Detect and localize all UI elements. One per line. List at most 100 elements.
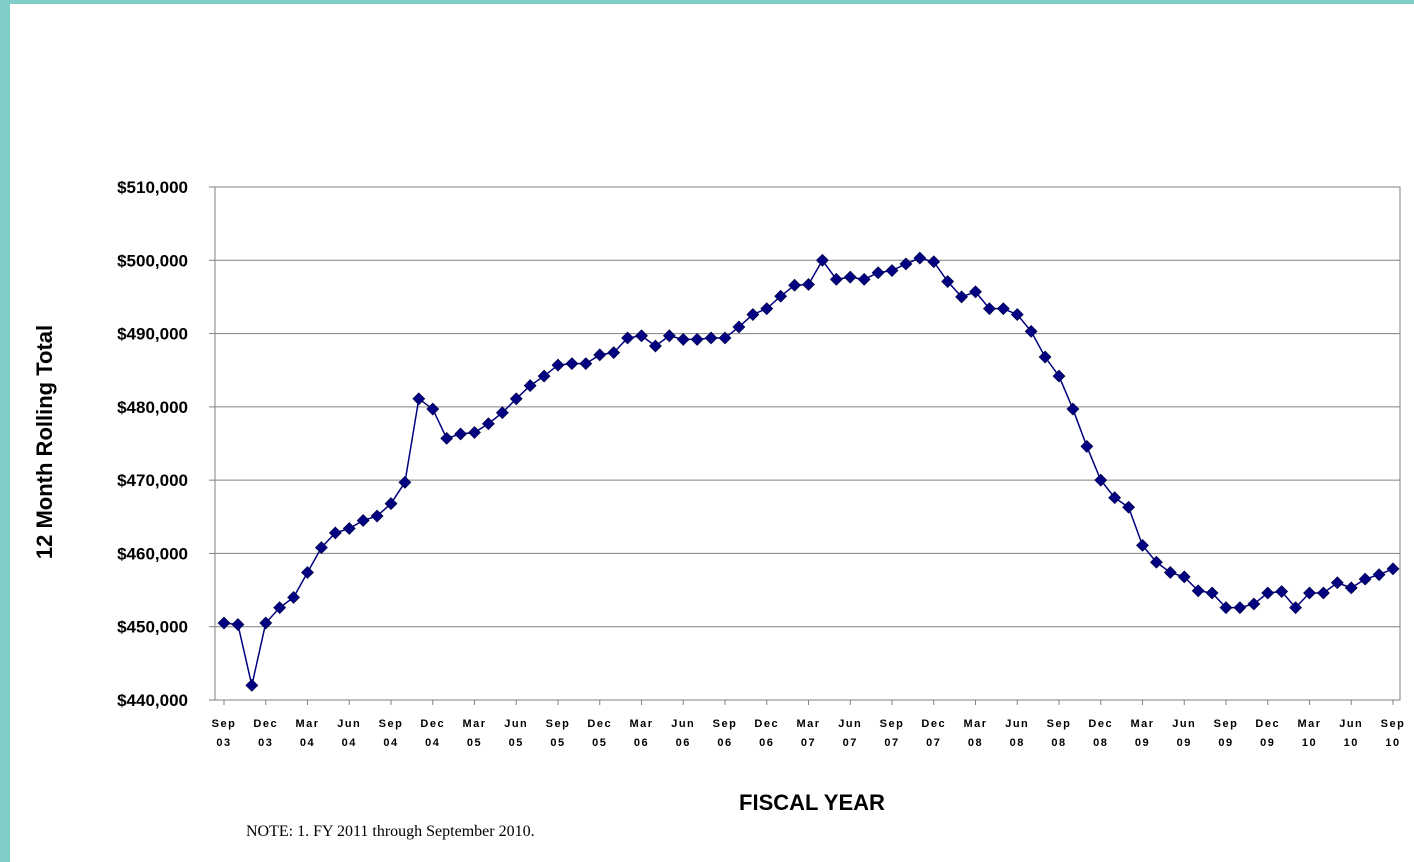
data-point: [913, 251, 927, 265]
x-tick-label-year: 09: [1260, 737, 1275, 749]
x-tick-label-month: Sep: [212, 718, 237, 730]
x-tick-label-month: Sep: [713, 718, 738, 730]
x-tick-label-year: 10: [1385, 737, 1400, 749]
x-tick-label-year: 08: [968, 737, 983, 749]
data-point: [328, 526, 342, 540]
data-point: [593, 348, 607, 362]
x-tick-label-month: Sep: [1047, 718, 1072, 730]
data-point: [1386, 562, 1400, 576]
data-point: [1108, 491, 1122, 505]
data-point: [384, 497, 398, 511]
data-point: [1205, 586, 1219, 600]
x-tick-label-year: 09: [1218, 737, 1233, 749]
data-point: [1219, 601, 1233, 615]
plot-area: [214, 186, 1401, 701]
data-point: [1247, 597, 1261, 611]
x-tick-label-month: Jun: [838, 718, 862, 730]
x-tick-label-year: 07: [801, 737, 816, 749]
x-tick-label-year: 06: [634, 737, 649, 749]
data-point: [1372, 568, 1386, 582]
x-tick-label-year: 08: [1051, 737, 1066, 749]
data-point: [287, 590, 301, 604]
x-tick-label-year: 05: [467, 737, 482, 749]
data-point: [1303, 586, 1316, 600]
series-line: [223, 257, 1394, 686]
x-tick-label-year: 08: [1093, 737, 1108, 749]
x-axis-ticks: Sep 03 Dec 03 Mar 04 Jun 04 Sep 04 Dec 04 Mar 05 Jun 05…: [212, 700, 1404, 749]
x-tick-label-month: Sep: [546, 718, 571, 730]
x-tick-label-month: Jun: [1339, 718, 1363, 730]
x-tick-label-month: Mar: [629, 718, 653, 730]
data-point: [996, 302, 1010, 316]
data-point: [1358, 572, 1372, 586]
data-point: [537, 369, 551, 383]
footnote: NOTE: 1. FY 2011 through September 2010.: [246, 823, 535, 840]
x-tick-label-month: Jun: [337, 718, 361, 730]
data-point: [1177, 570, 1191, 584]
x-tick-label-year: 10: [1302, 737, 1317, 749]
x-tick-label-year: 06: [717, 737, 732, 749]
data-point: [509, 392, 523, 406]
y-axis-title: 12 Month Rolling Total: [32, 325, 57, 559]
x-tick-label-month: Mar: [1130, 718, 1154, 730]
data-point: [342, 522, 356, 535]
data-point: [1066, 402, 1080, 416]
data-point: [1149, 555, 1163, 569]
x-tick-label-year: 04: [425, 737, 440, 749]
data-point: [969, 285, 982, 299]
data-point: [829, 272, 843, 286]
gridlines: [215, 259, 1400, 628]
data-point: [356, 514, 370, 527]
x-tick-label-month: Jun: [504, 718, 528, 730]
data-point: [259, 616, 273, 630]
data-point: [1024, 324, 1038, 338]
x-tick-label-month: Jun: [1005, 718, 1029, 730]
data-point: [1163, 566, 1177, 579]
x-tick-label-month: Sep: [880, 718, 905, 730]
data-point: [982, 302, 996, 316]
data-point: [231, 618, 245, 631]
data-point: [899, 257, 913, 271]
data-point: [648, 339, 662, 353]
data-point: [815, 253, 829, 267]
data-point: [662, 329, 676, 343]
data-point: [481, 417, 495, 431]
data-point: [1344, 581, 1358, 595]
y-axis-ticks: $440,000 $450,000 $460,000 $470,000 $480,000…: [117, 178, 215, 710]
data-point: [273, 601, 287, 615]
y-tick-label: $460,000: [117, 544, 188, 563]
data-point: [1094, 473, 1108, 487]
x-tick-label-month: Dec: [587, 718, 612, 730]
data-point: [454, 427, 468, 441]
y-tick-label: $500,000: [117, 251, 188, 270]
y-tick-label: $490,000: [117, 325, 188, 344]
data-point: [1038, 350, 1052, 364]
data-point: [621, 331, 635, 345]
x-tick-label-year: 07: [884, 737, 899, 749]
data-point: [1122, 500, 1136, 514]
data-point: [398, 475, 412, 489]
x-tick-label-year: 03: [216, 737, 231, 749]
x-tick-label-month: Jun: [671, 718, 695, 730]
data-point: [732, 320, 746, 334]
data-point: [760, 302, 774, 316]
data-point: [412, 392, 426, 406]
x-tick-label-year: 05: [550, 737, 565, 749]
data-point: [676, 333, 690, 346]
x-tick-label-year: 06: [676, 737, 691, 749]
data-point: [635, 329, 648, 343]
y-tick-label: $440,000: [117, 691, 188, 710]
data-point: [704, 331, 718, 345]
x-tick-label-year: 10: [1344, 737, 1359, 749]
x-tick-label-month: Mar: [1297, 718, 1321, 730]
x-axis-title: FISCAL YEAR: [739, 790, 885, 815]
x-tick-label-year: 06: [759, 737, 774, 749]
data-point: [927, 255, 941, 269]
data-point: [802, 278, 815, 291]
data-point: [746, 308, 760, 321]
x-tick-label-month: Dec: [1255, 718, 1280, 730]
x-tick-label-month: Mar: [796, 718, 820, 730]
data-point: [314, 541, 328, 554]
data-point: [1080, 440, 1094, 453]
